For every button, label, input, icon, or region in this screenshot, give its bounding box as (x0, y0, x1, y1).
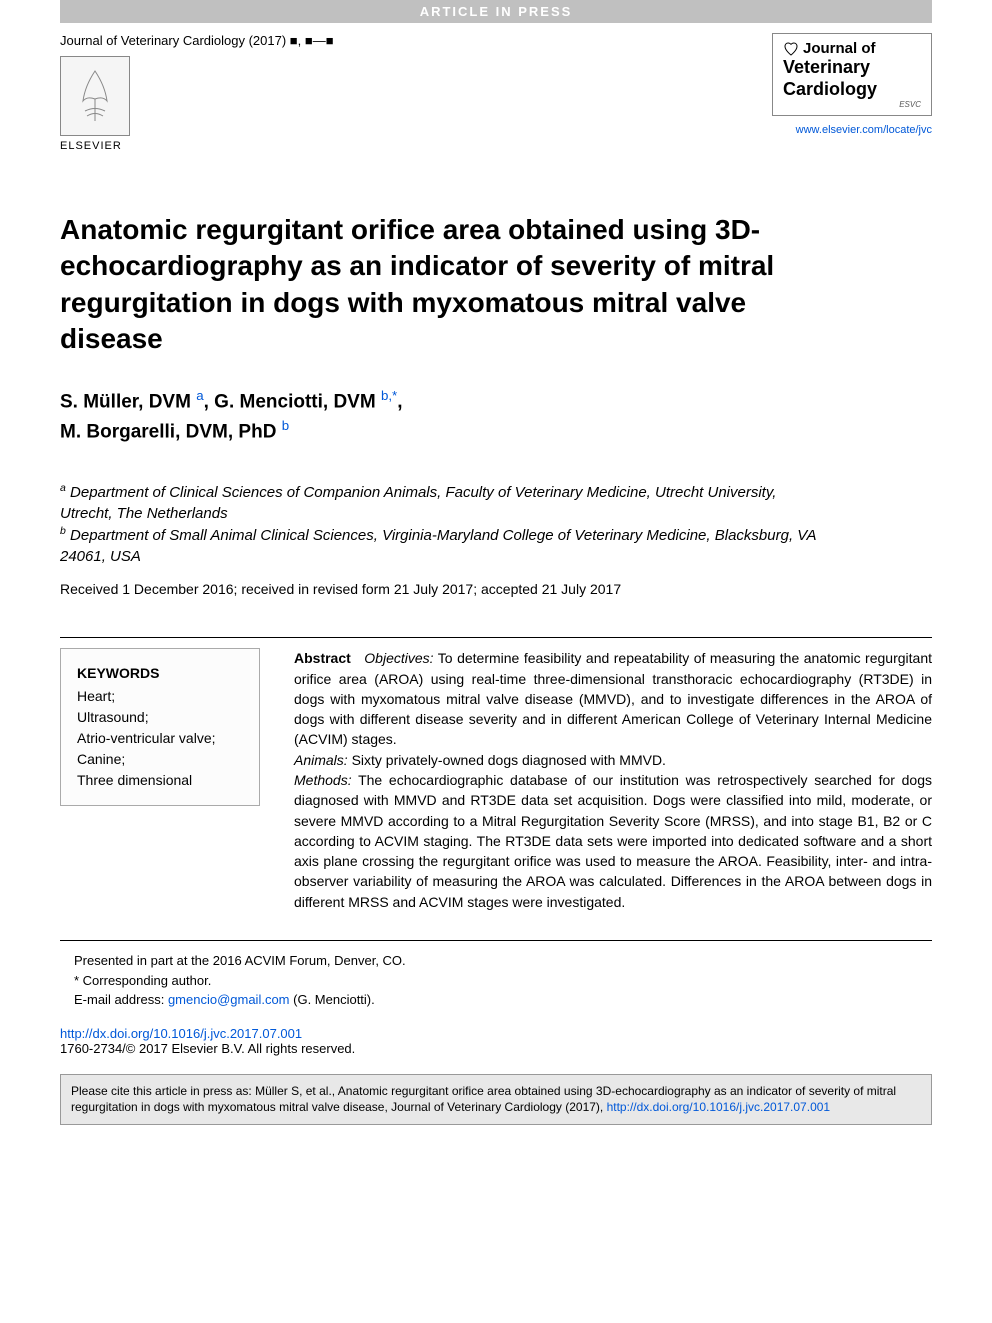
journal-line2: Veterinary (783, 57, 921, 79)
keywords-heading: KEYWORDS (77, 663, 243, 684)
keywords-box: KEYWORDS Heart; Ultrasound; Atrio-ventri… (60, 648, 260, 806)
journal-logo: Journal of Veterinary Cardiology ESVC (772, 33, 932, 116)
animals-heading: Animals: (294, 752, 348, 768)
author-sep-1: , (204, 391, 215, 412)
footnote-corresponding: * Corresponding author. (60, 971, 932, 991)
journal-line3: Cardiology (783, 79, 921, 101)
footnotes: Presented in part at the 2016 ACVIM Foru… (60, 951, 932, 1010)
received-dates: Received 1 December 2016; received in re… (60, 581, 932, 597)
article-in-press-banner: ARTICLE IN PRESS (60, 0, 932, 23)
footnote-presented: Presented in part at the 2016 ACVIM Foru… (60, 951, 932, 971)
author-3: M. Borgarelli, DVM, PhD (60, 422, 282, 443)
affiliation-a-text: Department of Clinical Sciences of Compa… (60, 484, 776, 522)
keyword-0: Heart; (77, 686, 243, 707)
author-1: S. Müller, DVM (60, 391, 196, 412)
affiliation-b-text: Department of Small Animal Clinical Scie… (60, 527, 816, 565)
affiliation-b: b Department of Small Animal Clinical Sc… (60, 524, 820, 567)
elsevier-tree-icon (60, 56, 130, 136)
heart-icon (783, 41, 799, 57)
author-2: G. Menciotti, DVM (214, 391, 381, 412)
publisher-name: ELSEVIER (60, 140, 334, 152)
elsevier-logo: ELSEVIER (60, 56, 334, 152)
objectives-heading: Objectives: (364, 650, 433, 666)
header-row: Journal of Veterinary Cardiology (2017) … (60, 33, 932, 152)
cite-doi-link[interactable]: http://dx.doi.org/10.1016/j.jvc.2017.07.… (607, 1100, 831, 1114)
affiliation-a: a Department of Clinical Sciences of Com… (60, 481, 820, 524)
divider-top (60, 637, 932, 638)
journal-box: Journal of Veterinary Cardiology ESVC ww… (772, 33, 932, 136)
email-label: E-mail address: (74, 992, 164, 1007)
journal-logo-top: Journal of (783, 40, 921, 57)
email-tail: (G. Menciotti). (290, 992, 375, 1007)
keyword-3: Canine; (77, 749, 243, 770)
authors-block: S. Müller, DVM a, G. Menciotti, DVM b,*,… (60, 386, 932, 448)
copyright-line: 1760-2734/© 2017 Elsevier B.V. All right… (60, 1041, 932, 1056)
author-1-sup[interactable]: a (196, 388, 203, 403)
keyword-4: Three dimensional (77, 770, 243, 791)
abstract-text: Abstract Objectives: To determine feasib… (294, 648, 932, 912)
keyword-2: Atrio-ventricular valve; (77, 728, 243, 749)
journal-url-link[interactable]: www.elsevier.com/locate/jvc (772, 124, 932, 136)
divider-footnotes (60, 940, 932, 941)
header-left: Journal of Veterinary Cardiology (2017) … (60, 33, 334, 152)
journal-name-prefix: Journal of (803, 40, 876, 57)
article-title: Anatomic regurgitant orifice area obtain… (60, 212, 840, 358)
cite-box: Please cite this article in press as: Mü… (60, 1074, 932, 1126)
abstract-row: KEYWORDS Heart; Ultrasound; Atrio-ventri… (60, 648, 932, 912)
abstract-label: Abstract (294, 650, 351, 666)
author-sep-2: , (397, 391, 402, 412)
citation-line: Journal of Veterinary Cardiology (2017) … (60, 33, 334, 48)
methods-text: The echocardiographic database of our in… (294, 772, 932, 910)
author-2-sup[interactable]: b,* (381, 388, 397, 403)
email-link[interactable]: gmencio@gmail.com (168, 992, 290, 1007)
keyword-1: Ultrasound; (77, 707, 243, 728)
journal-esvc: ESVC (783, 100, 921, 109)
doi-block: http://dx.doi.org/10.1016/j.jvc.2017.07.… (60, 1026, 932, 1056)
methods-heading: Methods: (294, 772, 352, 788)
doi-link[interactable]: http://dx.doi.org/10.1016/j.jvc.2017.07.… (60, 1026, 932, 1041)
author-3-sup[interactable]: b (282, 418, 289, 433)
animals-text: Sixty privately-owned dogs diagnosed wit… (348, 752, 666, 768)
footnote-email: E-mail address: gmencio@gmail.com (G. Me… (60, 990, 932, 1010)
